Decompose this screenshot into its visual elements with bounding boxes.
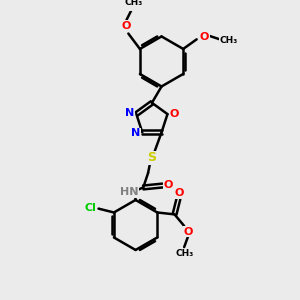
Text: O: O: [122, 21, 131, 31]
Text: O: O: [200, 32, 209, 42]
Text: N: N: [125, 108, 134, 118]
Text: CH₃: CH₃: [219, 36, 238, 45]
Text: O: O: [175, 188, 184, 198]
Text: O: O: [169, 109, 179, 119]
Text: O: O: [183, 227, 193, 237]
Text: N: N: [131, 128, 140, 138]
Text: CH₃: CH₃: [175, 249, 193, 258]
Text: CH₃: CH₃: [125, 0, 143, 7]
Text: O: O: [164, 180, 173, 190]
Text: S: S: [147, 151, 156, 164]
Text: HN: HN: [120, 187, 138, 197]
Text: Cl: Cl: [85, 203, 97, 213]
